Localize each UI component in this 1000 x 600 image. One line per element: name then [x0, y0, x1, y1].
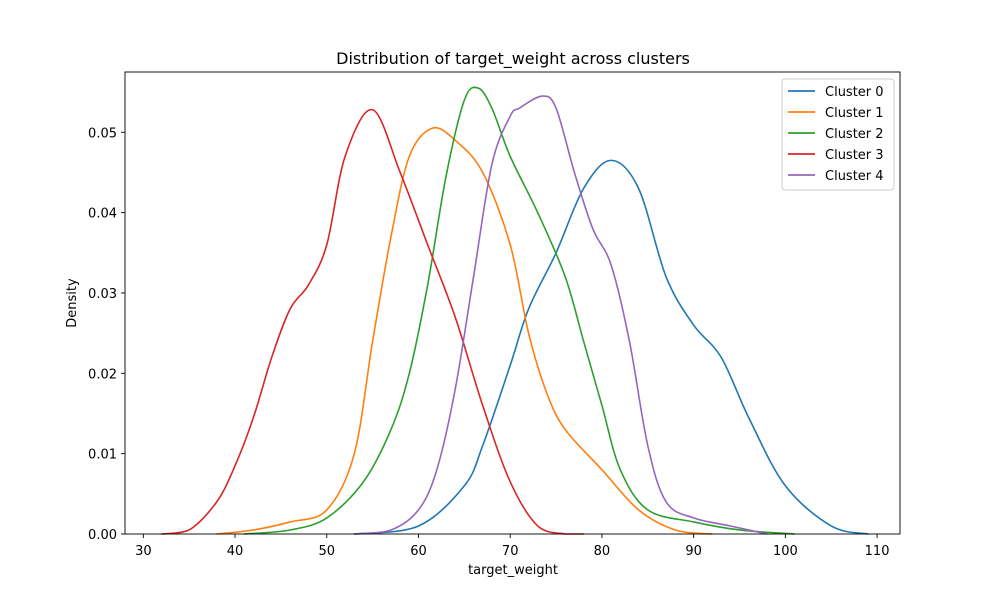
legend-label-cluster-2: Cluster 2: [825, 127, 884, 142]
legend-label-cluster-4: Cluster 4: [825, 169, 884, 184]
x-tick-label: 30: [135, 544, 152, 559]
y-tick-label: 0.03: [88, 287, 117, 302]
series-line-cluster-1: [215, 126, 713, 535]
legend-box: [781, 78, 895, 191]
y-tick-label: 0.02: [88, 367, 117, 382]
chart-title: Distribution of target_weight across clu…: [336, 49, 690, 69]
x-tick-label: 60: [410, 544, 427, 559]
x-tick-label: 110: [865, 544, 890, 559]
series-line-cluster-3: [160, 108, 585, 535]
series-line-cluster-2: [243, 86, 796, 535]
y-tick-label: 0.05: [88, 126, 117, 141]
legend-label-cluster-0: Cluster 0: [825, 85, 884, 100]
y-tick-label: 0.04: [88, 207, 117, 222]
y-axis-label: Density: [65, 278, 80, 328]
x-tick-label: 40: [227, 544, 244, 559]
plot-area: 30 40 50 60 70 80 90 100 110 0.00 0.01 0.02 0.03 0.04…: [88, 71, 901, 559]
x-axis-label: target_weight: [468, 563, 558, 578]
series-line-cluster-0: [353, 159, 869, 535]
x-tick-label: 90: [685, 544, 702, 559]
x-tick-label: 100: [773, 544, 798, 559]
y-tick-label: 0.01: [88, 448, 117, 463]
y-tick-label: 0.00: [88, 528, 117, 543]
plot-frame: [124, 71, 901, 535]
legend-label-cluster-1: Cluster 1: [825, 106, 884, 121]
x-tick-label: 50: [319, 544, 336, 559]
legend-label-cluster-3: Cluster 3: [825, 148, 884, 163]
x-tick-label: 70: [502, 544, 519, 559]
x-tick-label: 80: [594, 544, 611, 559]
series-line-cluster-4: [353, 95, 768, 535]
legend: Cluster 0 Cluster 1 Cluster 2 Cluster 3 Clus…: [781, 78, 895, 191]
